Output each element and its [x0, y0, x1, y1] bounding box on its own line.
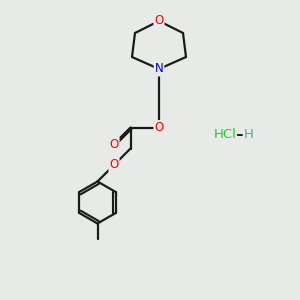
Text: O: O [110, 158, 118, 172]
Text: HCl: HCl [214, 128, 236, 142]
Text: H: H [244, 128, 254, 142]
Text: O: O [154, 14, 164, 28]
Text: N: N [154, 62, 164, 76]
Text: O: O [154, 121, 164, 134]
Text: O: O [110, 137, 118, 151]
